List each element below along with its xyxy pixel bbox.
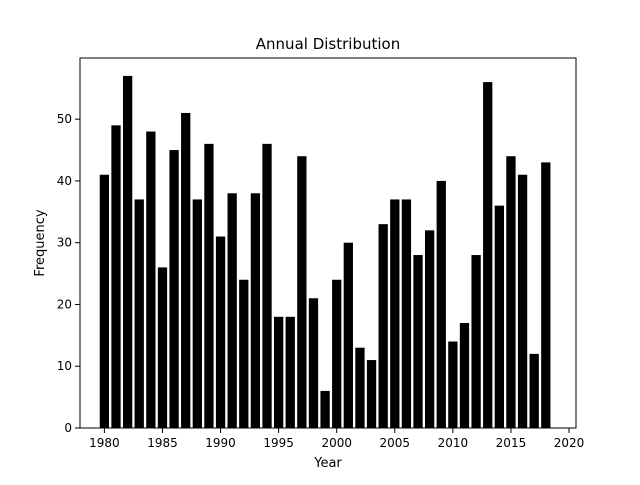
x-tick-label: 1990	[205, 436, 236, 450]
x-tick-label: 1995	[263, 436, 294, 450]
bar-1994	[262, 143, 272, 429]
bar-1995	[273, 316, 284, 428]
bar-2013	[483, 82, 493, 428]
bar-2004	[378, 224, 388, 428]
x-tick-label: 2010	[438, 436, 469, 450]
bar-1997	[297, 156, 307, 428]
bar-1981	[111, 125, 121, 428]
y-tick-label: 10	[57, 359, 72, 373]
x-axis: 1980 1985 1990 1995 2000 2005 2010 2015 2020	[89, 428, 584, 450]
bars-group	[99, 75, 551, 429]
bar-1987	[181, 112, 191, 428]
bar-2002	[355, 347, 365, 428]
bar-1991	[227, 193, 237, 428]
bar-2000	[332, 279, 342, 428]
chart-title: Annual Distribution	[256, 35, 400, 53]
bar-1984	[146, 131, 156, 428]
bar-1982	[122, 75, 133, 428]
bar-2015	[506, 156, 516, 428]
y-tick-label: 30	[57, 236, 72, 250]
bar-2018	[541, 162, 551, 428]
y-axis-label: Frequency	[33, 209, 48, 276]
bar-1980	[99, 174, 110, 428]
x-tick-label: 2020	[554, 436, 585, 450]
bar-1983	[134, 199, 144, 428]
bar-2017	[529, 353, 539, 428]
bar-2003	[366, 360, 377, 428]
bar-1992	[239, 279, 249, 428]
y-tick-label: 0	[64, 421, 72, 435]
bar-1986	[169, 150, 179, 429]
bar-2010	[448, 341, 458, 428]
bar-1993	[250, 193, 261, 428]
y-axis: 0 10 20 30 40 50	[57, 112, 80, 435]
x-tick-label: 2000	[321, 436, 352, 450]
bar-2014	[494, 205, 504, 428]
bar-1988	[192, 199, 202, 428]
x-tick-label: 2015	[496, 436, 527, 450]
bar-1998	[308, 298, 319, 428]
x-tick-label: 1980	[89, 436, 120, 450]
bar-2009	[436, 180, 446, 428]
bar-2016	[517, 174, 528, 428]
bar-2005	[390, 199, 400, 428]
bar-2008	[424, 230, 435, 428]
x-tick-label: 1985	[147, 436, 178, 450]
x-tick-label: 2005	[380, 436, 411, 450]
bar-2001	[343, 242, 353, 428]
y-tick-label: 50	[57, 112, 72, 126]
bar-2012	[471, 255, 481, 428]
bar-2007	[413, 255, 423, 428]
bar-1985	[157, 267, 168, 428]
bar-1996	[285, 316, 295, 428]
bar-1999	[320, 390, 330, 428]
y-tick-label: 40	[57, 174, 72, 188]
y-tick-label: 20	[57, 297, 72, 311]
bar-1990	[215, 236, 226, 428]
bar-2006	[401, 199, 412, 428]
bar-2011	[459, 322, 470, 428]
x-axis-label: Year	[313, 456, 342, 471]
bar-1989	[204, 143, 214, 429]
